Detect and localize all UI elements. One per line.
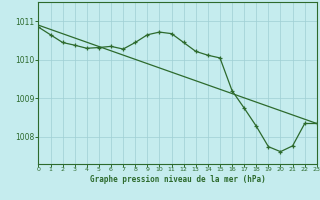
X-axis label: Graphe pression niveau de la mer (hPa): Graphe pression niveau de la mer (hPa) xyxy=(90,175,266,184)
